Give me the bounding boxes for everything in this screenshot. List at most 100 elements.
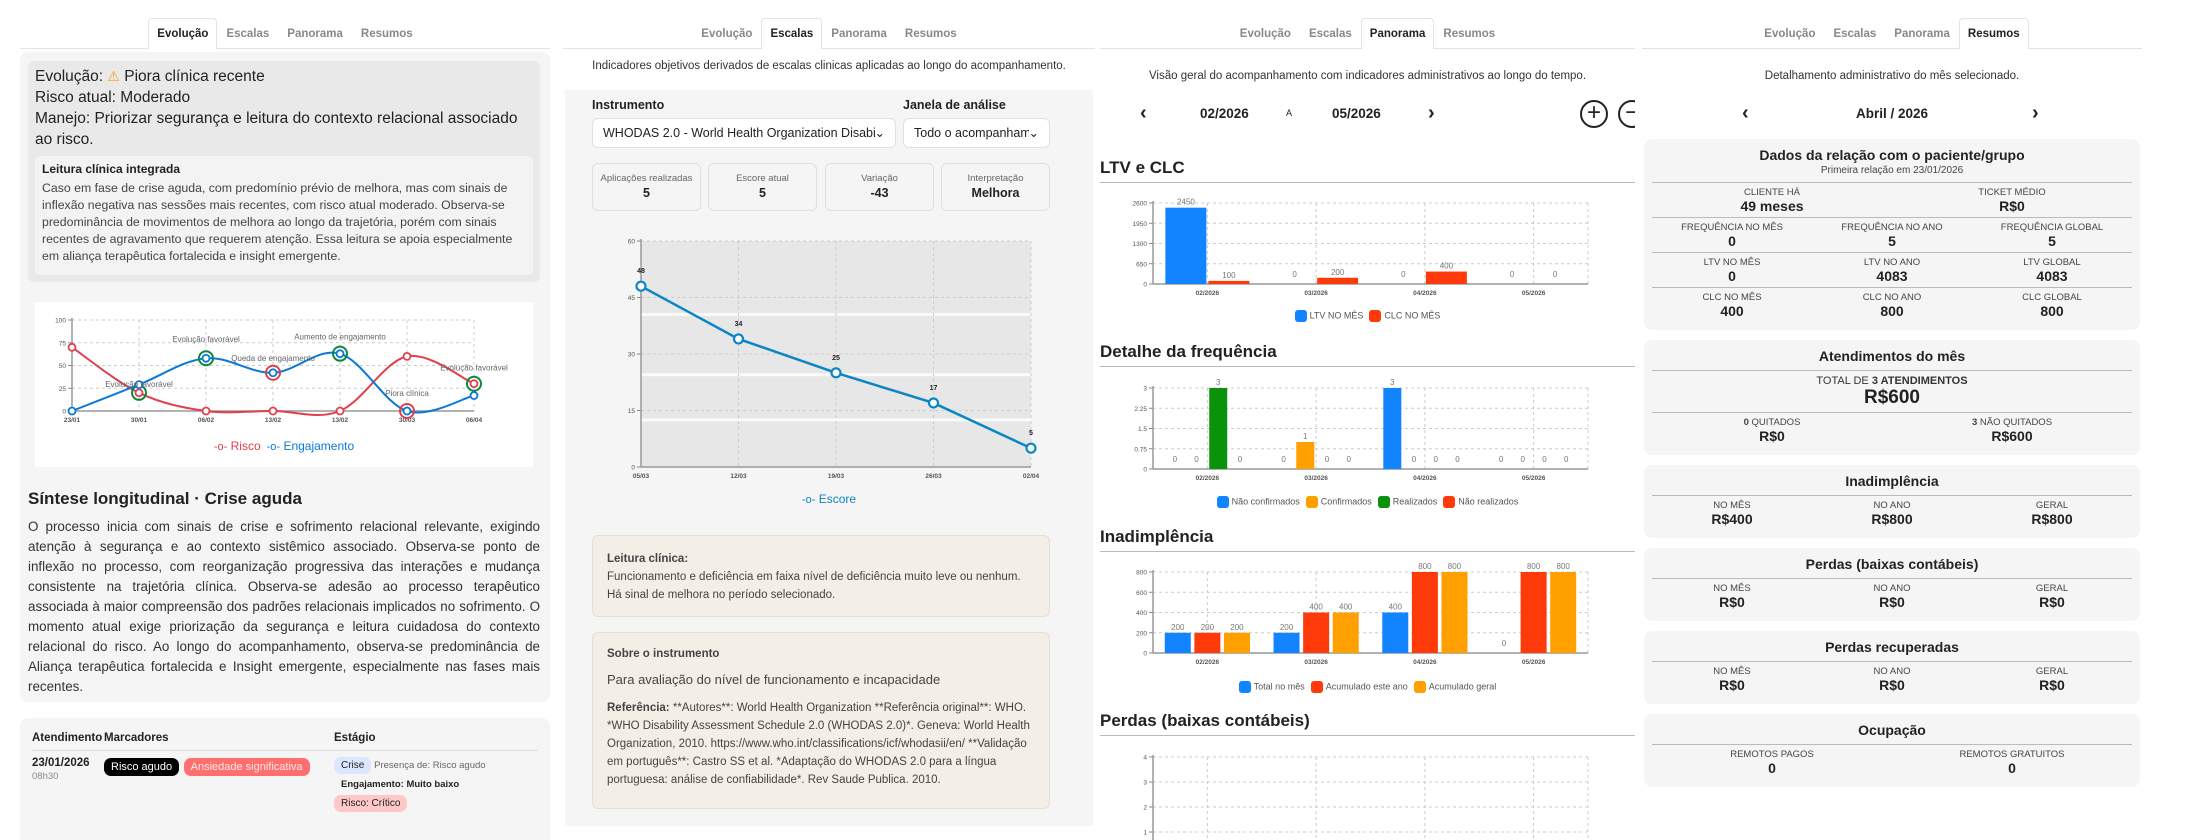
legend-item[interactable]: Total no mês xyxy=(1238,681,1305,693)
summary-card: Perdas (baixas contábeis) NO MÊS R$0 NO ANO… xyxy=(1644,548,2140,621)
y-tick-label: 45 xyxy=(628,295,636,302)
tab-panorama[interactable]: Panorama xyxy=(831,28,887,40)
tab-escalas[interactable]: Escalas xyxy=(226,28,270,40)
legend-item[interactable]: -o- Engajamento xyxy=(266,439,355,453)
next-period-button[interactable]: › xyxy=(1428,102,1435,124)
bar xyxy=(1208,280,1250,284)
next-month-button[interactable]: › xyxy=(2032,102,2039,124)
tab-resumos[interactable]: Resumos xyxy=(904,28,957,40)
bar-value-label: 0 xyxy=(1346,455,1351,464)
legend-item[interactable]: Realizados xyxy=(1377,496,1437,508)
evolution-chart-box: 0 25 50 75 100 23/01 30/01 06/02 13/02 13/02 30/03… xyxy=(35,302,533,467)
previous-month-button[interactable]: ‹ xyxy=(1742,102,1749,124)
summary-card: Inadimplência NO MÊS R$400 NO ANO R$800 GERAL… xyxy=(1644,465,2140,538)
table-row[interactable]: 23/01/2026 08h30 Risco agudo Ansiedade s… xyxy=(32,751,538,812)
tab-escalas[interactable]: Escalas xyxy=(761,18,823,49)
plus-icon[interactable]: + xyxy=(1580,100,1608,128)
legend-item[interactable]: Acumulado geral xyxy=(1413,681,1496,693)
bar xyxy=(1209,388,1228,469)
summary-cards: Dados da relação com o paciente/grupo Pri… xyxy=(1642,139,2142,797)
legend-item[interactable]: -o- Escore xyxy=(801,492,857,506)
metric: NO MÊS R$400 xyxy=(1711,500,1753,527)
tab-evolucao[interactable]: Evolução xyxy=(1239,28,1291,40)
tab-panorama[interactable]: Panorama xyxy=(287,28,343,40)
selected-month: Abril / 2026 xyxy=(1855,106,1929,121)
window-select[interactable]: Todo o acompanham ⌄ xyxy=(903,118,1050,148)
data-point xyxy=(732,333,745,345)
bar-value-label: 0 xyxy=(1401,270,1406,279)
score-chart: 0 15 30 45 60 05/03 12/03 19/03 26/03 02/04 48 34 25… xyxy=(628,239,1040,481)
bar-value-label: 400 xyxy=(1440,262,1454,271)
tab-evolucao[interactable]: Evolução xyxy=(701,28,753,40)
metric-row: NO MÊS R$0 NO ANO R$0 GERAL R$0 xyxy=(1652,579,2132,613)
metric: GERAL R$800 xyxy=(2031,500,2073,527)
y-tick-label: 200 xyxy=(1136,630,1147,637)
tab-panorama[interactable]: Panorama xyxy=(1894,28,1950,40)
legend-swatch xyxy=(1294,310,1307,322)
tab-escalas[interactable]: Escalas xyxy=(1308,28,1352,40)
bar-value-label: 200 xyxy=(1171,623,1185,632)
metric: NO ANO R$0 xyxy=(1873,666,1911,693)
annotation-ring xyxy=(466,375,482,392)
previous-period-button[interactable]: ‹ xyxy=(1140,102,1147,124)
legend-item[interactable]: Não confirmados xyxy=(1216,496,1300,508)
tab-resumos[interactable]: Resumos xyxy=(360,28,413,40)
tab-evolucao[interactable]: Evolução xyxy=(148,18,218,49)
legend-item[interactable]: Não realizados xyxy=(1443,496,1518,508)
panorama-description: Visão geral do acompanhamento com indica… xyxy=(1148,70,1587,82)
data-point xyxy=(1025,442,1037,454)
data-point xyxy=(268,406,278,416)
bar xyxy=(1411,572,1438,653)
metric: GERAL R$0 xyxy=(2035,583,2069,610)
summary-card: Dados da relação com o paciente/grupo Pri… xyxy=(1644,139,2140,330)
legend-item[interactable]: Acumulado este ano xyxy=(1310,681,1408,693)
metric: CLC NO MÊS 400 xyxy=(1702,292,1762,319)
y-tick-label: 25 xyxy=(59,386,67,393)
summary-card: Perdas recuperadas NO MÊS R$0 NO ANO R$0 GERA… xyxy=(1644,631,2140,704)
x-tick-label: 23/01 xyxy=(64,417,81,424)
tab-resumos[interactable]: Resumos xyxy=(1443,28,1496,40)
stat-variation: Variação -43 xyxy=(825,163,934,211)
band-boundary xyxy=(641,418,1031,422)
tab-escalas[interactable]: Escalas xyxy=(1833,28,1877,40)
synthesis-text: O processo inicia com sinais de crise e … xyxy=(28,519,540,694)
bar-value-label: 0 xyxy=(1194,455,1199,464)
bar xyxy=(1165,207,1207,284)
marker-badge: Risco agudo xyxy=(104,758,180,776)
heading-inadimplencia: Inadimplência xyxy=(1100,527,1635,552)
tab-panorama[interactable]: Panorama xyxy=(1360,18,1435,49)
legend-item[interactable]: Confirmados xyxy=(1305,496,1372,508)
metric: FREQUÊNCIA NO ANO 5 xyxy=(1841,222,1943,249)
x-tick-label: 05/03 xyxy=(633,473,650,480)
x-tick-label: 30/03 xyxy=(399,417,416,424)
minus-icon[interactable]: − xyxy=(1618,100,1635,128)
stat-applications: Aplicações realizadas 5 xyxy=(592,163,701,211)
legend-item[interactable]: CLC NO MÊS xyxy=(1369,310,1440,322)
panel-escalas: Evolução Escalas Panorama Resumos Indicador… xyxy=(563,0,1095,840)
y-tick-label: 1.5 xyxy=(1138,426,1147,433)
y-tick-label: 0 xyxy=(1143,282,1147,289)
bar-value-label: 0 xyxy=(1412,455,1417,464)
y-tick-label: 75 xyxy=(59,340,67,347)
legend-item[interactable]: -o- Risco xyxy=(213,439,261,453)
tab-resumos[interactable]: Resumos xyxy=(1958,18,2029,49)
data-point xyxy=(830,367,842,379)
bar xyxy=(1520,572,1547,653)
metric-row: 0 QUITADOS R$0 3 NÃO QUITADOS R$600 xyxy=(1652,413,2132,447)
metric: TICKET MÉDIO R$0 xyxy=(1978,187,2046,214)
annotation-label: Evolução favorável xyxy=(440,364,508,373)
x-tick-label: 04/2026 xyxy=(1413,290,1437,297)
frequency-legend: Não confirmados Confirmados Realizados Não … xyxy=(1100,496,1635,508)
tab-evolucao[interactable]: Evolução xyxy=(1764,28,1816,40)
instrument-select[interactable]: WHODAS 2.0 - World Health Organization D… xyxy=(592,118,896,148)
bar xyxy=(1382,612,1409,653)
y-tick-label: 100 xyxy=(55,318,66,325)
period-to[interactable]: 05/2026 xyxy=(1332,106,1381,121)
legend-item[interactable]: LTV NO MÊS xyxy=(1294,310,1363,322)
period-from[interactable]: 02/2026 xyxy=(1200,106,1249,121)
y-tick-label: 1300 xyxy=(1133,241,1148,248)
metric: GERAL R$0 xyxy=(2035,666,2069,693)
bar-value-label: 0 xyxy=(1455,455,1460,464)
x-tick-label: 06/02 xyxy=(198,417,215,424)
y-tick-label: 650 xyxy=(1136,261,1147,268)
